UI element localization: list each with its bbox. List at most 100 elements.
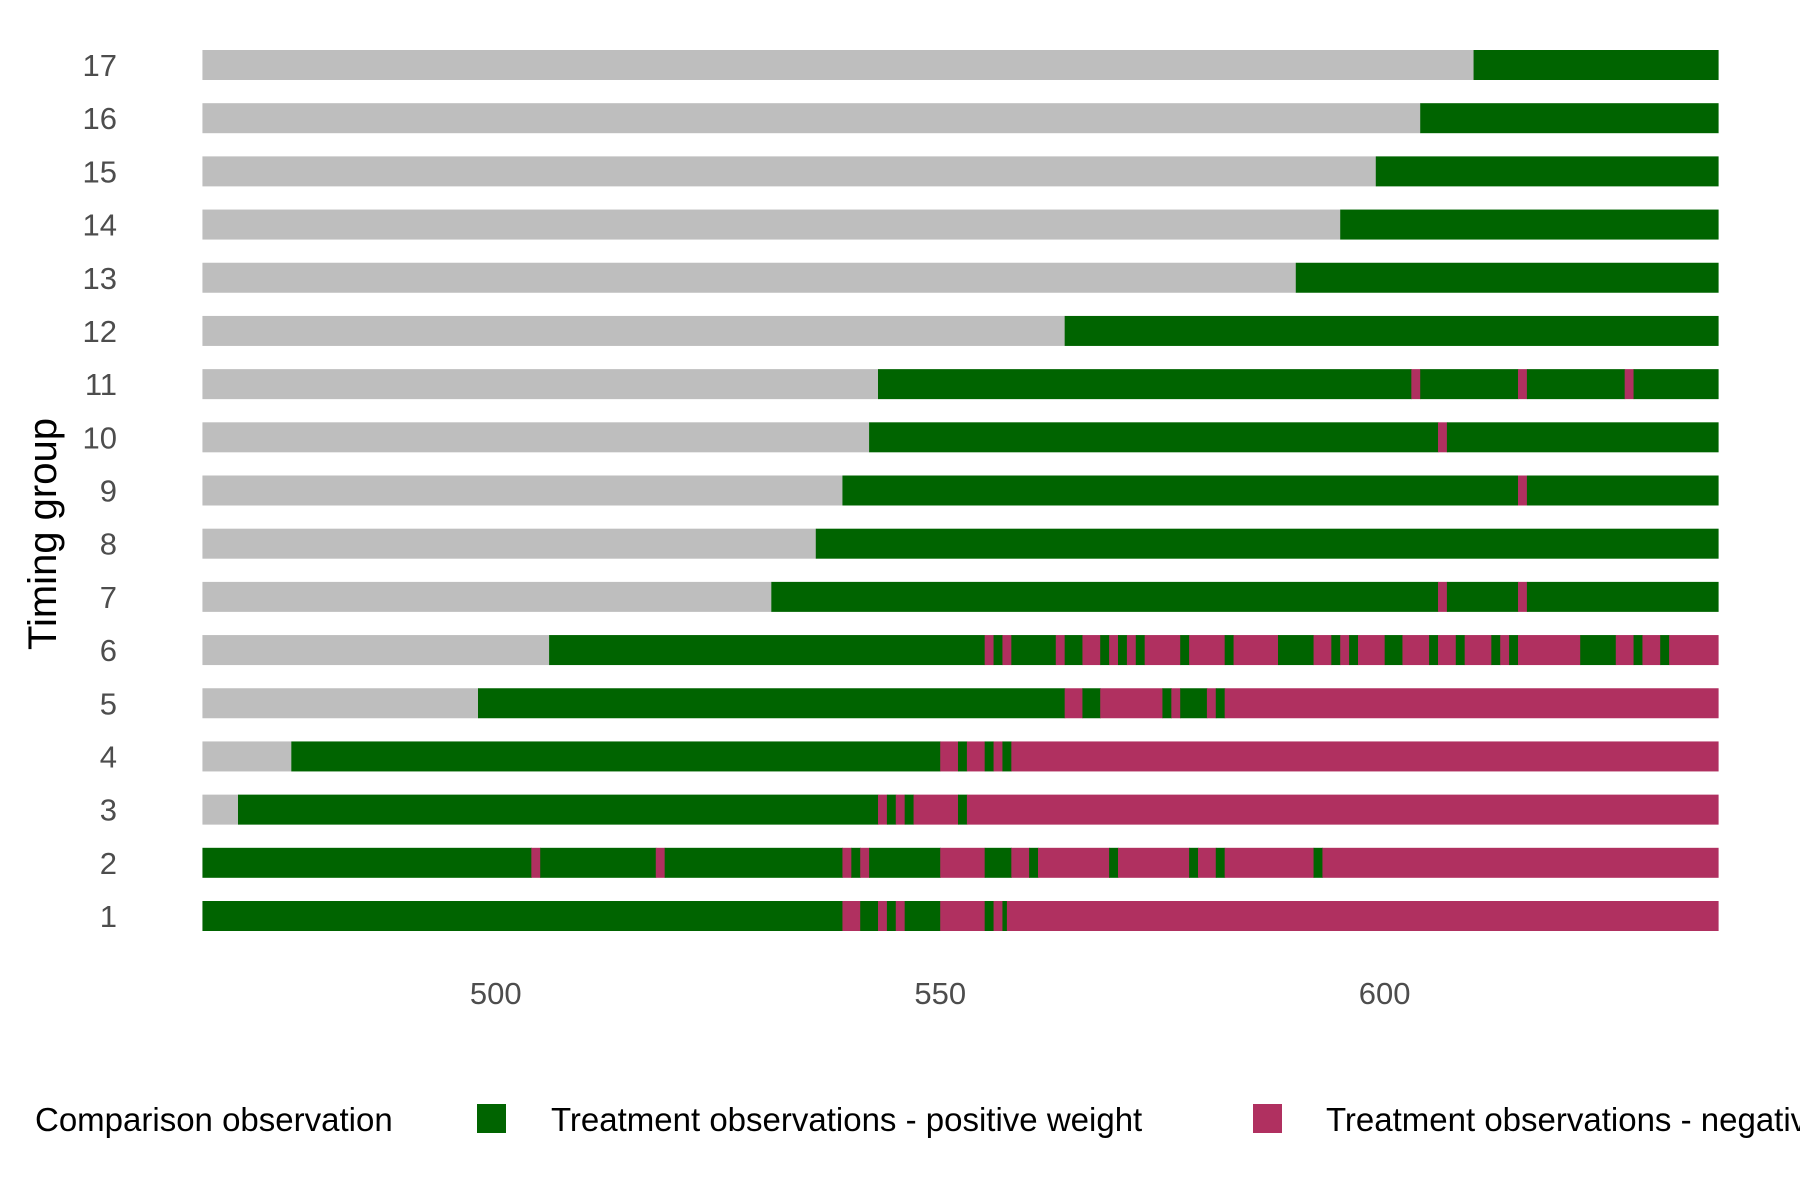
bar-row-group-4 (202, 741, 1719, 772)
bar-segment-pos (664, 847, 844, 878)
bar-row-group-2 (202, 847, 1719, 878)
bar-segment-pos (904, 901, 941, 931)
bar-segment-pos (886, 901, 897, 931)
bar-segment-neg (1518, 635, 1581, 666)
bar-segment-pos (904, 794, 915, 825)
bar-segment-pos (1295, 262, 1719, 293)
bar-segment-pos (958, 741, 968, 772)
bar-segment-neg (1171, 688, 1181, 719)
bar-segment-pos (984, 741, 995, 772)
bar-segment-neg (993, 901, 1004, 931)
bar-row-group-1 (202, 901, 1719, 931)
bar-segment-comp (202, 794, 239, 825)
bar-segment-pos (1473, 50, 1719, 80)
bar-segment-neg (1340, 635, 1350, 666)
bar-segment-pos (1384, 635, 1404, 666)
bar-segment-pos (1162, 688, 1172, 719)
bar-segment-neg (842, 901, 861, 931)
bar-segment-pos (1429, 635, 1439, 666)
y-tick-label: 10 (83, 420, 117, 455)
bar-segment-pos (984, 901, 995, 931)
bar-segment-comp (202, 688, 479, 719)
bar-segment-comp (202, 635, 550, 666)
bar-segment-comp (202, 103, 1421, 134)
bar-segment-neg (1615, 635, 1635, 666)
bar-segment-pos (1135, 635, 1146, 666)
y-tick-label: 4 (100, 739, 117, 774)
bar-row-group-9 (202, 475, 1719, 506)
bar-segment-neg (1438, 635, 1457, 666)
bar-segment-neg (1500, 635, 1510, 666)
bar-segment-pos (1029, 847, 1039, 878)
bar-segment-pos (860, 901, 879, 931)
bar-segment-pos (1491, 635, 1501, 666)
x-tick-label: 500 (470, 976, 522, 1011)
bar-segment-neg (860, 847, 870, 878)
bar-segment-neg (1642, 635, 1661, 666)
bar-segment-pos (238, 794, 879, 825)
bar-segment-neg (984, 635, 995, 666)
bar-segment-pos (878, 369, 1412, 400)
bar-segment-pos (1633, 635, 1644, 666)
y-tick-label: 6 (100, 633, 117, 668)
bar-segment-neg (1198, 847, 1217, 878)
bar-segment-neg (1189, 635, 1226, 666)
bar-segment-pos (771, 581, 1439, 612)
y-tick-label: 15 (83, 154, 117, 189)
bar-row-group-12 (202, 315, 1719, 346)
bar-segment-neg (1224, 847, 1315, 878)
bar-segment-comp (202, 475, 844, 506)
bar-segment-pos (478, 688, 1066, 719)
bar-segment-neg (1518, 475, 1528, 506)
bar-segment-pos (1340, 209, 1719, 240)
bar-segment-pos (1064, 315, 1719, 346)
bar-segment-neg (531, 847, 541, 878)
x-tick-label: 550 (914, 976, 966, 1011)
bar-segment-neg (940, 847, 986, 878)
bar-segment-neg (1464, 635, 1492, 666)
bar-segment-pos (549, 635, 986, 666)
bar-segment-pos (1660, 635, 1670, 666)
bar-segment-pos (1633, 369, 1719, 400)
bar-segment-pos (1331, 635, 1341, 666)
bar-segment-neg (1109, 635, 1119, 666)
bar-segment-pos (1082, 688, 1101, 719)
plot-area (202, 50, 1719, 931)
y-tick-label: 7 (100, 580, 117, 615)
bar-segment-pos (1278, 635, 1315, 666)
bar-row-group-5 (202, 688, 1719, 719)
bar-segment-pos (1002, 901, 1008, 931)
y-tick-label: 16 (83, 101, 117, 136)
bar-segment-pos (958, 794, 968, 825)
bar-segment-neg (1322, 847, 1719, 878)
y-axis-label: Timing group (21, 418, 65, 650)
bar-segment-neg (1144, 635, 1181, 666)
bar-segment-pos (1180, 688, 1208, 719)
bar-segment-pos (1420, 369, 1519, 400)
bar-row-group-11 (202, 369, 1719, 400)
bar-segment-neg (1006, 901, 1719, 931)
bar-segment-pos (1446, 581, 1519, 612)
bar-segment-pos (1526, 475, 1719, 506)
bar-segment-neg (1126, 635, 1137, 666)
bar-segment-neg (1055, 635, 1066, 666)
bar-segment-neg (966, 741, 986, 772)
y-tick-label: 9 (100, 474, 117, 509)
y-tick-label: 8 (100, 527, 117, 562)
legend-label-neg: Treatment observations - negative weight (1326, 1101, 1800, 1138)
bar-segment-comp (202, 528, 817, 559)
bar-segment-comp (202, 315, 1066, 346)
bar-segment-pos (1526, 369, 1626, 400)
y-tick-label: 5 (100, 686, 117, 721)
bar-segment-comp (202, 581, 772, 612)
bar-row-group-10 (202, 422, 1719, 453)
bar-segment-neg (655, 847, 666, 878)
bar-segment-pos (202, 847, 532, 878)
bar-segment-pos (1420, 103, 1719, 134)
bar-segment-neg (1011, 847, 1030, 878)
bar-segment-pos (1180, 635, 1190, 666)
bar-row-group-13 (202, 262, 1719, 293)
bar-segment-neg (940, 901, 986, 931)
bar-segment-neg (1082, 635, 1101, 666)
